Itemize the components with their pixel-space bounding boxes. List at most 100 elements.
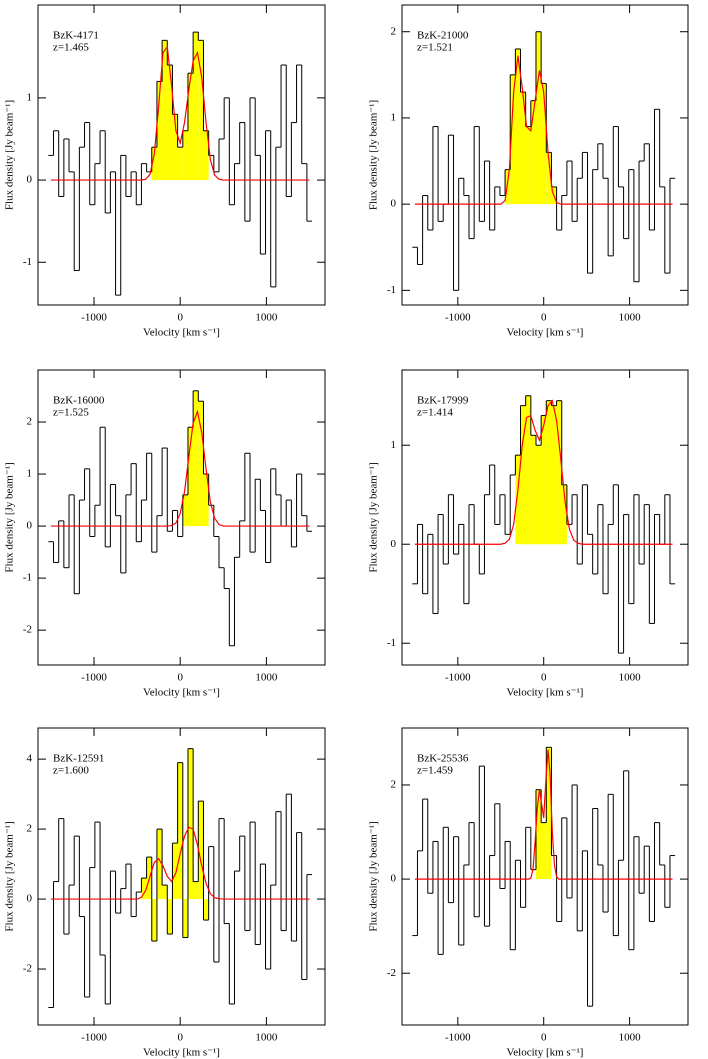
plot-frame	[37, 369, 326, 666]
x-tick-label: 0	[541, 312, 547, 324]
line-emission-fill	[198, 801, 204, 900]
fit-curve	[50, 45, 310, 181]
x-tick-label: -1000	[81, 312, 107, 324]
x-axis-label: Velocity [km s⁻¹]	[507, 1047, 584, 1059]
line-emission-fill	[193, 881, 199, 900]
x-tick-label: -1000	[81, 672, 107, 684]
x-tick-label: 0	[541, 1032, 547, 1044]
line-emission-fill	[172, 843, 178, 900]
line-emission-fill	[203, 899, 209, 921]
x-tick-label: 0	[177, 1032, 183, 1044]
plot-frame	[37, 727, 326, 1026]
line-emission-fill	[172, 114, 178, 181]
y-axis-label: Flux density [Jy beam⁻¹]	[4, 462, 16, 572]
x-axis-label: Velocity [km s⁻¹]	[143, 327, 220, 339]
line-emission-fill	[187, 427, 194, 527]
plot-frame	[401, 4, 689, 306]
fit-curve	[50, 409, 310, 527]
source-name: BzK-17999	[417, 395, 469, 407]
line-emission-fill	[151, 899, 157, 942]
y-tick-label: 0	[27, 174, 33, 186]
y-tick-label: 0	[391, 538, 397, 550]
y-axis-label: Flux density [Jy beam⁻¹]	[4, 821, 16, 931]
line-emission-fill	[167, 65, 173, 181]
y-axis-label: Flux density [Jy beam⁻¹]	[368, 100, 380, 210]
line-emission-fill	[541, 415, 547, 545]
y-axis-label: Flux density [Jy beam⁻¹]	[368, 821, 380, 931]
y-tick-label: 4	[27, 753, 33, 765]
line-emission-fill	[561, 484, 567, 545]
line-emission-fill	[505, 169, 511, 205]
line-emission-fill	[530, 100, 536, 205]
line-emission-fill	[510, 74, 516, 205]
line-emission-fill	[556, 400, 562, 545]
line-emission-fill	[156, 81, 163, 181]
redshift: z=1.521	[417, 42, 453, 54]
line-emission-fill	[177, 147, 183, 181]
redshift: z=1.525	[53, 407, 89, 419]
redshift: z=1.600	[53, 765, 89, 777]
line-emission-fill	[520, 92, 526, 205]
x-tick-label: 1000	[255, 312, 278, 324]
x-axis-label: Velocity [km s⁻¹]	[507, 687, 584, 699]
x-axis-label: Velocity [km s⁻¹]	[143, 687, 220, 699]
line-emission-fill	[203, 474, 209, 527]
line-emission-fill	[541, 822, 547, 880]
line-emission-fill	[535, 789, 542, 880]
line-emission-fill	[535, 31, 542, 205]
source-name: BzK-25536	[417, 753, 469, 765]
x-tick-label: -1000	[445, 312, 471, 324]
line-emission-fill	[151, 147, 157, 181]
y-tick-label: 0	[391, 873, 397, 885]
y-tick-label: -1	[23, 572, 32, 584]
spectrum-riser	[53, 32, 308, 296]
y-tick-label: 1	[27, 91, 33, 103]
line-emission-fill	[203, 130, 209, 181]
line-emission-fill	[187, 748, 194, 900]
y-tick-label: 0	[27, 893, 33, 905]
x-axis-label: Velocity [km s⁻¹]	[507, 327, 584, 339]
line-emission-fill	[530, 435, 536, 545]
line-emission-fill	[520, 405, 526, 545]
line-emission-fill	[198, 40, 204, 181]
spectrum-riser	[416, 747, 671, 1007]
y-tick-label: 2	[391, 778, 397, 790]
line-emission-fill	[546, 400, 552, 545]
y-tick-label: -1	[387, 637, 396, 649]
y-tick-label: -2	[387, 967, 396, 979]
spectrum-riser	[53, 390, 308, 646]
y-tick-label: -2	[23, 963, 32, 975]
line-emission-fill	[162, 40, 168, 181]
y-tick-label: -1	[387, 284, 396, 296]
plot-frame	[37, 4, 326, 306]
line-emission-fill	[515, 48, 521, 205]
line-emission-fill	[167, 899, 173, 935]
x-tick-label: 1000	[255, 1032, 278, 1044]
fit-curve	[50, 826, 310, 900]
line-emission-fill	[525, 126, 531, 205]
line-emission-fill	[198, 401, 204, 527]
redshift: z=1.414	[417, 407, 453, 419]
line-emission-fill	[546, 747, 552, 880]
y-tick-label: 0	[391, 198, 397, 210]
line-emission-fill	[141, 878, 147, 900]
plot-frame	[401, 727, 689, 1026]
line-emission-fill	[182, 494, 188, 527]
y-tick-label: -2	[23, 624, 32, 636]
spectrum-riser	[416, 31, 671, 291]
line-emission-fill	[177, 762, 183, 900]
y-tick-label: 1	[391, 111, 397, 123]
x-tick-label: 1000	[619, 672, 642, 684]
line-emission-fill	[535, 445, 542, 545]
x-tick-label: 0	[177, 672, 183, 684]
source-name: BzK-16000	[53, 395, 105, 407]
line-emission-fill	[193, 390, 199, 527]
x-tick-label: 1000	[255, 672, 278, 684]
line-emission-fill	[187, 73, 194, 181]
